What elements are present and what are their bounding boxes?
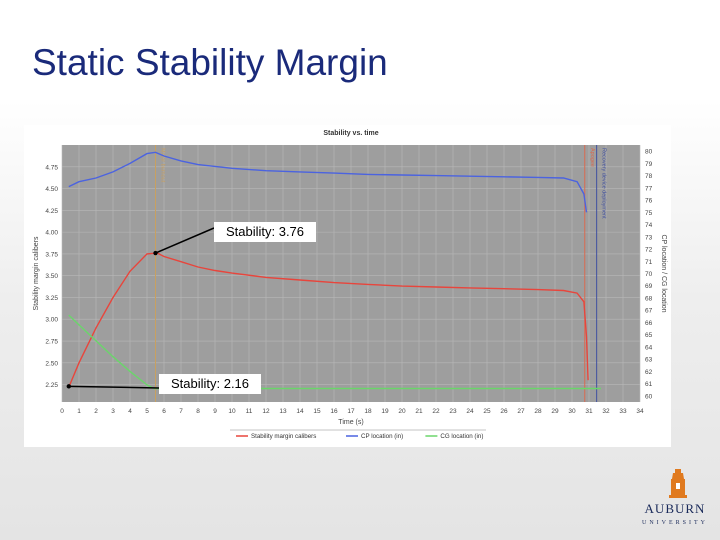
y-right-tick-label: 70 bbox=[645, 271, 653, 278]
x-tick-label: 19 bbox=[381, 408, 389, 415]
y-right-tick-label: 62 bbox=[645, 369, 653, 376]
y-left-tick-label: 2.25 bbox=[45, 382, 58, 389]
y-right-tick-label: 65 bbox=[645, 332, 653, 339]
y-right-tick-label: 77 bbox=[645, 185, 653, 192]
y-left-tick-label: 4.50 bbox=[45, 186, 58, 193]
annotation-point bbox=[66, 384, 71, 389]
annotation-box bbox=[159, 374, 261, 394]
x-tick-label: 1 bbox=[77, 408, 81, 415]
slide-title: Static Stability Margin bbox=[32, 42, 388, 83]
y-right-tick-label: 72 bbox=[645, 247, 653, 254]
x-tick-label: 29 bbox=[551, 408, 559, 415]
annotation-arrow bbox=[68, 385, 160, 389]
annotation-arrow bbox=[155, 227, 215, 254]
x-tick-label: 13 bbox=[279, 408, 287, 415]
x-tick-label: 27 bbox=[517, 408, 525, 415]
annotation-box bbox=[214, 222, 316, 242]
y-right-tick-label: 67 bbox=[645, 308, 653, 315]
y-right-tick-label: 64 bbox=[645, 344, 653, 351]
x-tick-label: 30 bbox=[568, 408, 576, 415]
y-right-tick-label: 61 bbox=[645, 381, 653, 388]
annotation-label: Stability: 3.76 bbox=[226, 224, 304, 239]
series-line bbox=[68, 314, 601, 390]
x-tick-label: 4 bbox=[128, 408, 132, 415]
y-right-tick-label: 79 bbox=[645, 161, 653, 168]
y-left-tick-label: 3.50 bbox=[45, 273, 58, 280]
y-left-tick-label: 2.50 bbox=[45, 360, 58, 367]
x-tick-label: 34 bbox=[636, 408, 644, 415]
y-left-tick-label: 3.25 bbox=[45, 295, 58, 302]
chart-title: Stability vs. time bbox=[323, 130, 378, 137]
y-right-tick-label: 68 bbox=[645, 295, 653, 302]
x-tick-label: 5 bbox=[145, 408, 149, 415]
y-right-tick-label: 66 bbox=[645, 320, 653, 327]
x-tick-label: 0 bbox=[60, 408, 64, 415]
chart-panel: Stability vs. time 0 1 2 3 4 5 6 7 8 9 10 11 12 13 14 15… bbox=[24, 125, 671, 447]
x-tick-label: 26 bbox=[500, 408, 508, 415]
series-line bbox=[68, 151, 588, 213]
x-tick-label: 18 bbox=[364, 408, 372, 415]
logo-text: AUBURN bbox=[644, 501, 706, 516]
logo-subtext: UNIVERSITY bbox=[642, 520, 708, 526]
legend-label: CG location (in) bbox=[440, 433, 483, 440]
x-tick-label: 3 bbox=[111, 408, 115, 415]
x-tick-label: 17 bbox=[347, 408, 355, 415]
y-right-tick-label: 73 bbox=[645, 234, 653, 241]
x-tick-label: 33 bbox=[619, 408, 627, 415]
x-tick-label: 8 bbox=[196, 408, 200, 415]
x-tick-label: 10 bbox=[228, 408, 236, 415]
x-axis-label: Time (s) bbox=[338, 419, 363, 426]
y-right-tick-label: 74 bbox=[645, 222, 653, 229]
y-right-tick-label: 71 bbox=[645, 259, 653, 266]
y-left-axis-label: Stability margin calibers bbox=[33, 236, 40, 310]
y-right-tick-label: 63 bbox=[645, 357, 653, 364]
x-tick-label: 6 bbox=[162, 408, 166, 415]
y-right-tick-label: 80 bbox=[645, 149, 653, 156]
y-left-tick-label: 4.00 bbox=[45, 230, 58, 237]
x-tick-label: 28 bbox=[534, 408, 542, 415]
event-label: Recovery device deployment bbox=[601, 148, 607, 219]
legend-label: Stability margin calibers bbox=[251, 433, 316, 440]
y-left-tick-label: 4.25 bbox=[45, 208, 58, 215]
y-left-tick-label: 4.75 bbox=[45, 164, 58, 171]
x-tick-label: 21 bbox=[415, 408, 423, 415]
x-tick-label: 14 bbox=[296, 408, 304, 415]
y-right-tick-label: 69 bbox=[645, 283, 653, 290]
x-tick-label: 11 bbox=[246, 408, 253, 415]
x-tick-label: 16 bbox=[330, 408, 338, 415]
event-label: Apogee bbox=[589, 148, 595, 167]
x-tick-label: 15 bbox=[313, 408, 321, 415]
y-left-tick-label: 2.75 bbox=[45, 339, 58, 346]
x-tick-label: 22 bbox=[432, 408, 440, 415]
auburn-logo: AUBURN UNIVERSITY bbox=[640, 463, 720, 540]
x-tick-label: 20 bbox=[398, 408, 406, 415]
y-right-tick-label: 60 bbox=[645, 393, 653, 400]
y-right-tick-label: 75 bbox=[645, 210, 653, 217]
y-right-axis-label: CP location / CG location bbox=[660, 234, 667, 312]
annotation-label: Stability: 2.16 bbox=[171, 376, 249, 391]
annotation-point bbox=[153, 250, 158, 256]
y-left-tick-label: 3.75 bbox=[45, 251, 58, 258]
x-tick-label: 7 bbox=[179, 408, 183, 415]
x-tick-label: 24 bbox=[466, 408, 474, 415]
legend-label: CP location (in) bbox=[361, 433, 403, 440]
x-tick-label: 32 bbox=[602, 408, 610, 415]
x-tick-label: 12 bbox=[262, 408, 270, 415]
series-line bbox=[68, 252, 589, 388]
y-left-tick-label: 3.00 bbox=[45, 317, 58, 324]
tower-icon bbox=[669, 469, 687, 498]
x-tick-label: 31 bbox=[585, 408, 593, 415]
x-tick-label: 25 bbox=[483, 408, 491, 415]
y-right-tick-label: 76 bbox=[645, 198, 653, 205]
event-label: Motor burnout bbox=[160, 148, 166, 183]
x-tick-label: 9 bbox=[213, 408, 217, 415]
x-tick-label: 2 bbox=[94, 408, 98, 415]
x-tick-label: 23 bbox=[449, 408, 457, 415]
y-right-tick-label: 78 bbox=[645, 173, 653, 180]
